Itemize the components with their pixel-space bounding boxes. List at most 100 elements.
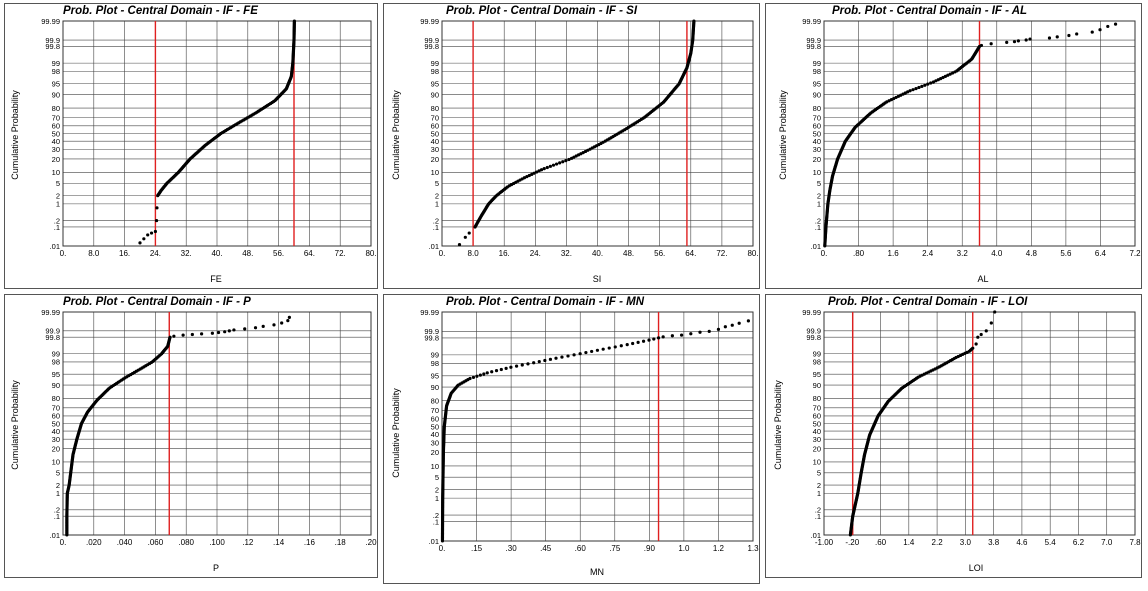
y-tick-label: 1: [56, 489, 60, 498]
y-tick-label: 40: [52, 427, 60, 436]
y-tick-label: 99.8: [806, 42, 821, 51]
data-point: [950, 71, 955, 75]
chart-plot: 0. 8.0 16. 24. 32. 40. 48. 56. 64. 72. 80. 99.99 99.…: [420, 17, 758, 258]
x-tick-label: 32.: [181, 249, 192, 258]
y-tick-label: 20: [431, 448, 439, 457]
data-point: [155, 206, 159, 210]
y-tick-label: 99.99: [802, 17, 821, 26]
y-tick-label: 90: [813, 91, 821, 100]
y-tick-label: 1: [817, 489, 821, 498]
x-tick-label: .60: [875, 538, 887, 547]
chart-panel-fe: 0. 8.0 16. 24. 32. 40. 48. 56. 64. 72. 80. 99.99 99.…: [4, 3, 378, 289]
y-tick-label: 40: [431, 137, 439, 146]
y-tick-label: 5: [817, 469, 821, 478]
data-point: [539, 168, 544, 172]
y-tick-label: 5: [817, 179, 821, 188]
y-tick-label: 98: [431, 67, 439, 76]
data-point: [280, 321, 284, 325]
y-tick-label: .01: [811, 242, 821, 251]
x-tick-label: 64.: [304, 249, 315, 258]
y-tick-label: 30: [431, 145, 439, 154]
data-point: [168, 335, 172, 339]
plot-frame: [823, 311, 1136, 536]
data-point: [467, 231, 471, 235]
y-tick-label: 99.8: [424, 42, 439, 51]
chart-plot: 0. .80 1.6 2.4 3.2 4.0 4.8 5.6 6.4 7.299.9999.999…: [802, 17, 1141, 258]
y-tick-label: 5: [56, 179, 60, 188]
data-point: [286, 319, 290, 323]
y-tick-label: 70: [813, 404, 821, 413]
y-tick-label: 95: [813, 80, 821, 89]
x-tick-label: 80.: [747, 249, 758, 258]
x-tick-label: 6.2: [1073, 538, 1085, 547]
data-point: [625, 343, 629, 347]
x-tick-label: 7.0: [1101, 538, 1113, 547]
y-tick-label: 99: [52, 350, 60, 359]
y-tick-label: 30: [52, 435, 60, 444]
data-point: [698, 330, 702, 334]
y-tick-label: 30: [813, 435, 821, 444]
data-point: [689, 332, 693, 336]
chart-panel-loi: -1.00 -.20.60 1.4 2.2 3.0 3.8 4.6 5.4 6.2 7.0 7.8 9…: [765, 294, 1142, 578]
data-point: [154, 218, 159, 223]
data-point: [142, 237, 146, 241]
data-point: [941, 75, 945, 80]
y-tick-label: 60: [52, 412, 60, 421]
y-tick-label: .2: [815, 216, 821, 225]
y-tick-label: 60: [431, 122, 439, 131]
data-point: [723, 325, 727, 329]
y-tick-label: 95: [813, 370, 821, 379]
y-tick-label: 80: [813, 394, 821, 403]
y-axis-label: Cumulative Probability: [10, 380, 20, 470]
x-tick-label: .18: [335, 538, 347, 547]
data-point: [939, 76, 943, 81]
y-tick-label: 40: [431, 430, 439, 439]
x-tick-label: 0.: [60, 249, 67, 258]
data-point: [926, 82, 930, 86]
chart-panel-mn: 0. .15.30.45.60.75.90 1.0 1.2 1.3 99.99 99.9 99…: [383, 294, 760, 584]
data-point: [661, 335, 665, 339]
x-tick-label: 3.2: [957, 249, 969, 258]
y-tick-label: 2: [56, 191, 60, 200]
y-tick-label: 70: [52, 404, 60, 413]
y-tick-label: 99.9: [45, 36, 60, 45]
y-tick-label: .01: [429, 242, 439, 251]
y-tick-label: 60: [813, 412, 821, 421]
data-point: [584, 350, 588, 355]
y-tick-label: 95: [431, 80, 439, 89]
data-point: [1024, 38, 1028, 42]
y-tick-label: 99.99: [420, 17, 439, 26]
data-point: [607, 346, 611, 350]
y-tick-label: 30: [431, 438, 439, 447]
x-tick-label: .060: [148, 538, 164, 547]
data-point: [537, 169, 541, 173]
y-tick-label: 1: [56, 200, 60, 209]
data-point: [560, 355, 564, 359]
y-tick-label: 50: [813, 129, 821, 138]
data-point: [463, 235, 467, 239]
data-point: [548, 164, 552, 168]
data-point: [457, 242, 462, 247]
x-tick-label: 1.6: [888, 249, 900, 258]
y-axis-label: Cumulative Probability: [10, 90, 20, 180]
chart-title: Prob. Plot - Central Domain - IF - FE: [63, 5, 258, 17]
y-tick-label: 95: [52, 80, 60, 89]
x-tick-label: 3.0: [960, 538, 972, 547]
data-point: [652, 337, 656, 341]
y-tick-label: 99: [431, 59, 439, 68]
data-point: [1075, 32, 1079, 36]
y-axis-label: Cumulative Probability: [773, 380, 783, 470]
y-tick-label: 99.8: [806, 333, 821, 342]
data-point: [1098, 28, 1102, 32]
data-point: [543, 358, 547, 363]
data-point: [530, 172, 534, 176]
data-point: [1047, 36, 1052, 40]
plot-frame: [441, 311, 754, 542]
data-point: [1028, 37, 1032, 41]
x-tick-label: 5.6: [1060, 249, 1072, 258]
data-point: [210, 331, 214, 335]
plot-frame: [62, 311, 372, 536]
x-tick-label: 56.: [654, 249, 665, 258]
data-point: [554, 162, 559, 166]
data-point: [730, 323, 734, 327]
